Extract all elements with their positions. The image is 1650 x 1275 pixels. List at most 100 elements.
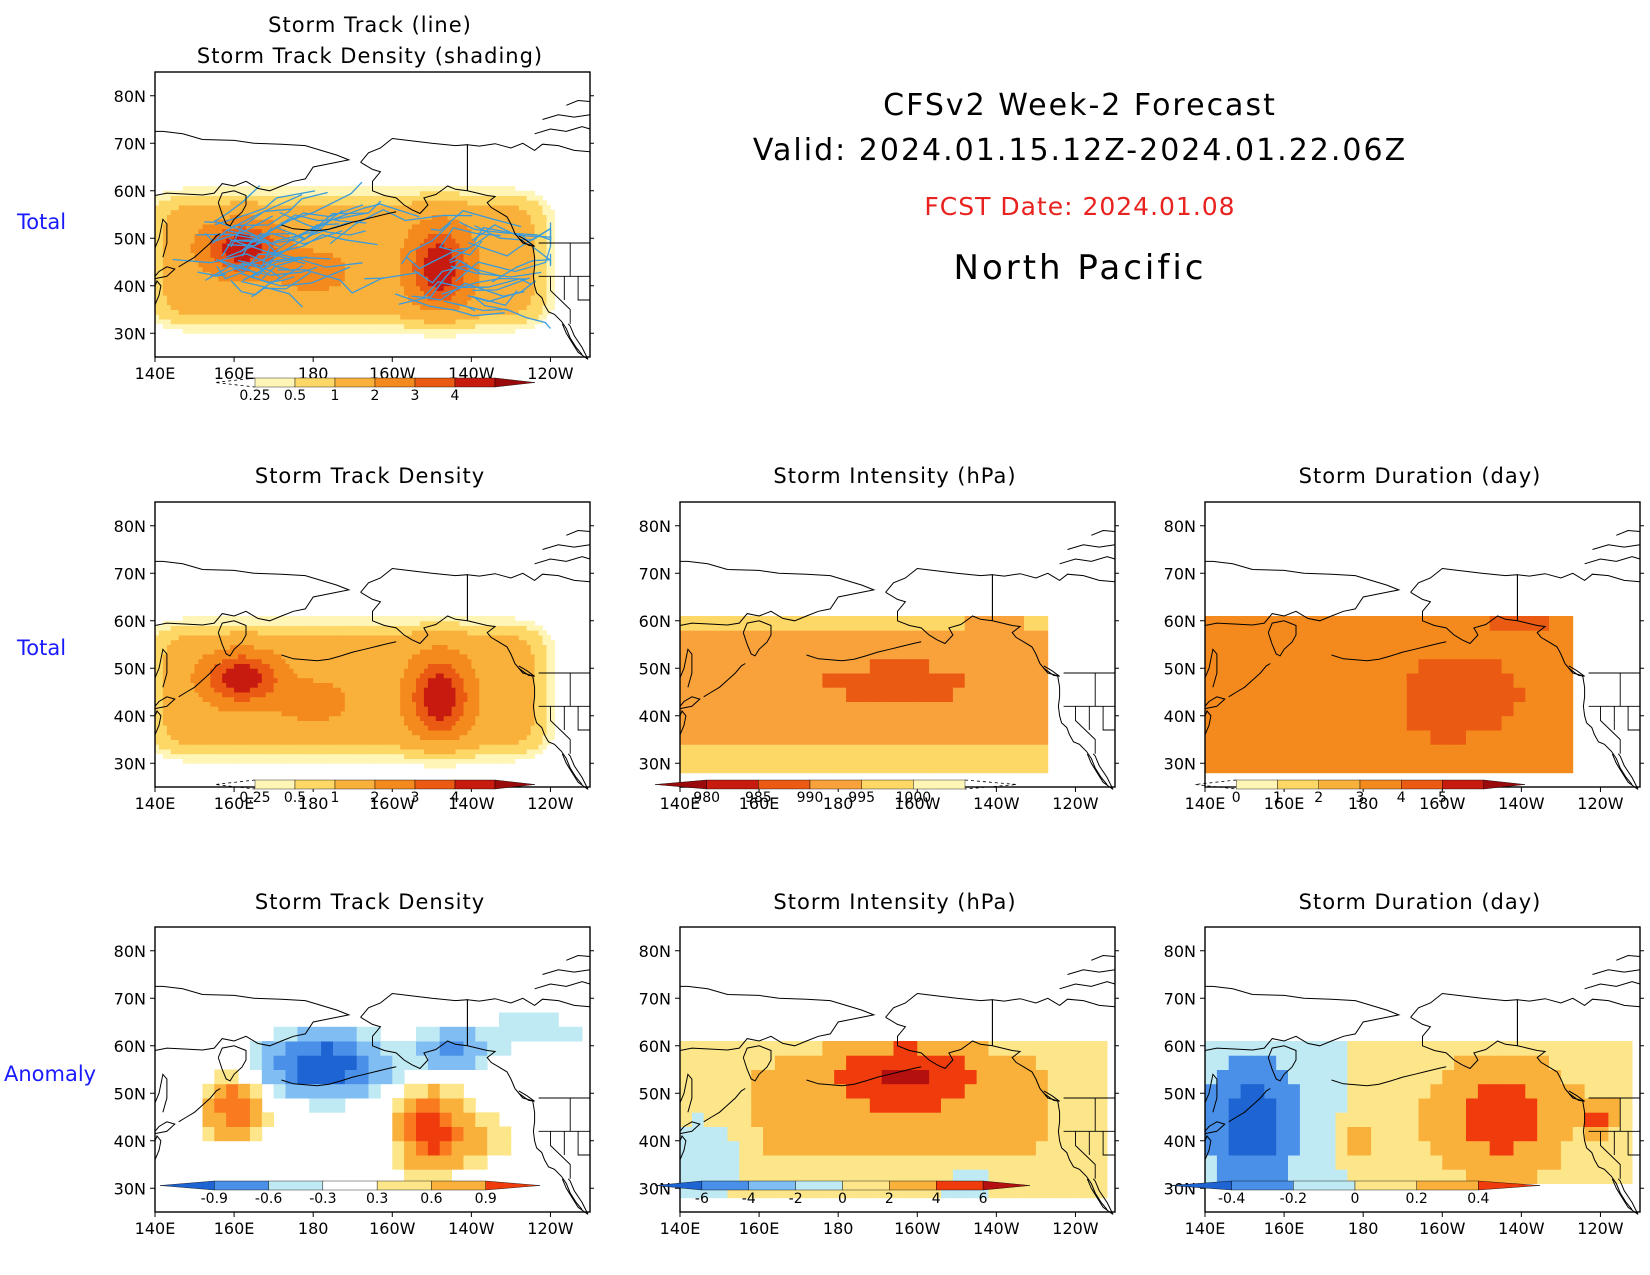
grid-cell xyxy=(269,720,275,726)
grid-cell xyxy=(182,304,188,310)
grid-cell xyxy=(190,271,195,277)
grid-cell xyxy=(198,186,203,192)
grid-cell xyxy=(443,214,449,220)
grid-cell xyxy=(222,328,227,334)
grid-cell xyxy=(360,706,365,712)
grid-cell xyxy=(344,658,350,664)
grid-cell xyxy=(269,238,275,244)
grid-cell xyxy=(336,682,342,688)
grid-cell xyxy=(420,281,425,287)
grid-cell xyxy=(356,616,362,622)
grid-cell xyxy=(550,262,555,268)
grid-cell xyxy=(372,758,377,764)
grid-cell xyxy=(427,333,433,339)
grid-cell xyxy=(269,692,275,698)
grid-cell xyxy=(297,701,302,707)
grid-cell xyxy=(471,314,476,320)
grid-cell xyxy=(352,744,358,750)
grid-cell xyxy=(336,635,342,641)
grid-cell xyxy=(210,200,215,206)
storm-track-line xyxy=(468,227,552,257)
grid-cell xyxy=(214,658,219,664)
grid-cell xyxy=(226,687,231,693)
grid-cell xyxy=(222,238,227,244)
grid-cell xyxy=(174,214,180,220)
grid-cell xyxy=(518,190,524,196)
grid-cell xyxy=(162,639,168,645)
grid-cell xyxy=(388,228,393,234)
grid-cell xyxy=(194,701,199,707)
grid-cell xyxy=(182,730,188,736)
grid-cell xyxy=(463,195,468,201)
grid-cell xyxy=(257,630,263,636)
grid-cell xyxy=(384,238,389,244)
grid-cell xyxy=(297,658,302,664)
grid-cell xyxy=(190,677,195,683)
grid-cell xyxy=(246,644,251,650)
grid-cell xyxy=(427,285,433,291)
grid-cell xyxy=(238,739,243,745)
grid-cell xyxy=(257,635,263,641)
grid-cell xyxy=(356,238,362,244)
grid-cell xyxy=(265,715,271,721)
grid-cell xyxy=(214,290,219,296)
grid-cell xyxy=(194,739,199,745)
grid-cell xyxy=(356,753,362,759)
grid-cell xyxy=(400,300,405,306)
grid-cell xyxy=(491,285,496,291)
grid-cell xyxy=(455,266,460,272)
grid-cell xyxy=(412,328,417,334)
grid-cell xyxy=(546,209,551,215)
grid-cell xyxy=(210,323,215,329)
grid-cell xyxy=(170,285,176,291)
grid-cell xyxy=(214,295,219,301)
grid-cell xyxy=(356,725,362,731)
grid-cell xyxy=(368,238,373,244)
grid-cell xyxy=(380,701,385,707)
grid-cell xyxy=(305,214,310,220)
grid-cell xyxy=(459,200,464,206)
grid-cell xyxy=(285,314,290,320)
grid-cell xyxy=(190,630,195,636)
grid-cell xyxy=(416,328,421,334)
grid-cell xyxy=(368,658,373,664)
grid-cell xyxy=(214,649,219,655)
grid-cell xyxy=(344,300,350,306)
grid-cell xyxy=(277,205,282,211)
grid-cell xyxy=(439,271,445,277)
grid-cell xyxy=(186,673,191,679)
grid-cell xyxy=(159,673,164,679)
grid-cell xyxy=(246,224,251,230)
grid-cell xyxy=(159,668,164,674)
grid-cell xyxy=(329,630,334,636)
grid-cell xyxy=(530,276,536,282)
grid-cell xyxy=(475,209,480,215)
grid-cell xyxy=(170,644,176,650)
grid-cell xyxy=(202,290,207,296)
grid-cell xyxy=(253,639,259,645)
grid-cell xyxy=(317,725,322,731)
grid-cell xyxy=(360,696,365,702)
grid-cell xyxy=(190,209,195,215)
grid-cell xyxy=(443,224,449,230)
grid-cell xyxy=(329,682,334,688)
grid-cell xyxy=(333,238,338,244)
grid-cell xyxy=(344,186,350,192)
grid-cell xyxy=(238,304,243,310)
grid-cell xyxy=(333,687,338,693)
grid-cell xyxy=(420,290,425,296)
grid-cell xyxy=(530,257,536,263)
grid-cell xyxy=(340,649,346,655)
grid-cell xyxy=(281,739,286,745)
grid-cell xyxy=(297,725,302,731)
grid-cell xyxy=(174,734,180,740)
grid-cell xyxy=(261,205,267,211)
grid-cell xyxy=(396,209,401,215)
grid-cell xyxy=(301,309,306,315)
grid-cell xyxy=(166,200,172,206)
grid-cell xyxy=(364,715,369,721)
grid-cell xyxy=(340,233,346,239)
grid-cell xyxy=(273,734,278,740)
grid-cell xyxy=(190,734,195,740)
grid-cell xyxy=(475,314,480,320)
